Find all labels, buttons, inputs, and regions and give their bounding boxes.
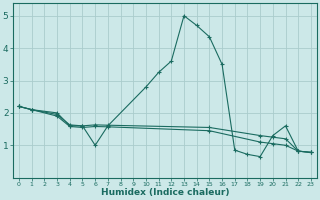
X-axis label: Humidex (Indice chaleur): Humidex (Indice chaleur)	[101, 188, 229, 197]
